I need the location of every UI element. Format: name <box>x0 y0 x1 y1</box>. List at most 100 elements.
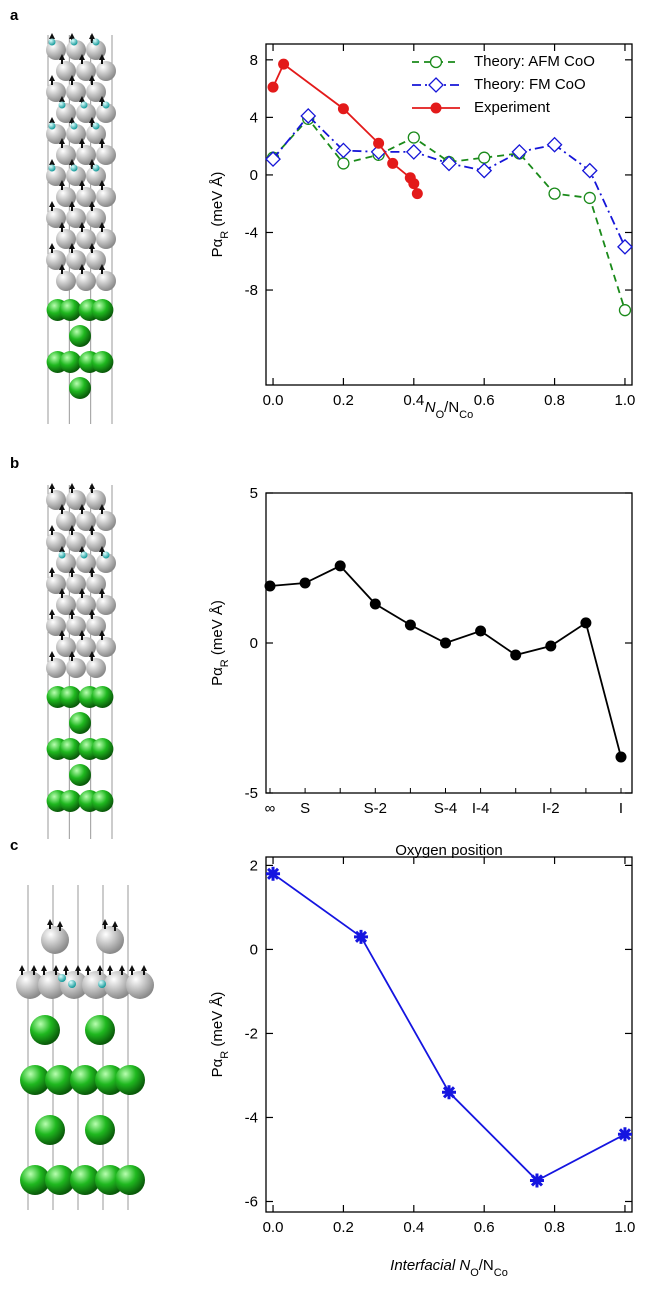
panel-letter: a <box>10 7 19 24</box>
x-tick-label: 0.6 <box>474 1219 495 1236</box>
atom <box>71 123 78 130</box>
data-point <box>300 578 311 589</box>
y-tick-label: -5 <box>245 785 258 802</box>
label-part: R <box>219 231 231 239</box>
series-line <box>273 64 417 193</box>
data-point <box>440 638 451 649</box>
atom <box>59 738 81 760</box>
x-tick-label: S <box>300 800 310 817</box>
x-tick-label: 0.2 <box>333 392 354 409</box>
x-tick-label: 0.8 <box>544 1219 565 1236</box>
legend-label: Experiment <box>474 99 551 116</box>
atom <box>91 351 113 373</box>
x-axis-label: NO/NCo <box>425 399 473 421</box>
atom <box>59 351 81 373</box>
atom <box>56 271 76 291</box>
data-point <box>618 1127 632 1141</box>
atom <box>46 658 66 678</box>
atom <box>59 790 81 812</box>
atom <box>96 145 116 165</box>
atom <box>68 980 76 988</box>
x-tick-label: 0.0 <box>263 1219 284 1236</box>
atom <box>59 299 81 321</box>
legend-label: Theory: FM CoO <box>474 76 586 93</box>
data-point <box>530 1173 544 1187</box>
atom <box>91 790 113 812</box>
label-part: Pα <box>209 667 226 686</box>
atom <box>91 686 113 708</box>
y-tick-label: 0 <box>250 941 258 958</box>
label-part: /N <box>479 1257 494 1274</box>
data-point <box>370 599 381 610</box>
y-tick-label: -6 <box>245 1193 258 1210</box>
y-tick-label: -2 <box>245 1025 258 1042</box>
atom <box>98 980 106 988</box>
atom <box>96 271 116 291</box>
data-point <box>510 650 521 661</box>
data-point <box>408 178 419 189</box>
x-tick-label: I-2 <box>542 800 560 817</box>
legend-label: Theory: AFM CoO <box>474 53 595 70</box>
legend-marker <box>431 57 442 68</box>
x-tick-label: 1.0 <box>615 1219 636 1236</box>
atom <box>103 552 110 559</box>
y-tick-label: -4 <box>245 224 258 241</box>
data-point <box>266 867 280 881</box>
data-point <box>373 138 384 149</box>
x-tick-label: 0.4 <box>403 1219 424 1236</box>
atom <box>91 299 113 321</box>
data-point <box>549 188 560 199</box>
data-point <box>408 132 419 143</box>
atom <box>59 552 66 559</box>
label-part: (meV Å) <box>209 172 226 231</box>
label-part: R <box>219 659 231 667</box>
atom <box>85 1015 115 1045</box>
y-axis-label: PαR (meV Å) <box>209 172 231 258</box>
atom <box>49 123 56 130</box>
atom <box>93 123 100 130</box>
atom <box>126 971 154 999</box>
atom <box>66 658 86 678</box>
data-point <box>268 82 279 93</box>
x-tick-label: ∞ <box>265 800 276 817</box>
label-part: /N <box>444 399 459 416</box>
x-tick-label: S-4 <box>434 800 457 817</box>
x-tick-label: 0.8 <box>544 392 565 409</box>
y-tick-label: 8 <box>250 52 258 69</box>
page: a-8-40480.00.20.40.60.81.0NO/NCoPαR (meV… <box>0 0 649 1291</box>
panel-letter: b <box>10 455 19 472</box>
y-tick-label: -8 <box>245 282 258 299</box>
legend-marker <box>431 103 442 114</box>
atom <box>35 1115 65 1145</box>
data-point <box>616 752 627 763</box>
data-point <box>387 158 398 169</box>
label-part: (meV Å) <box>209 992 226 1051</box>
atom <box>71 39 78 46</box>
y-axis-label: PαR (meV Å) <box>209 600 231 686</box>
series-line <box>273 119 625 310</box>
atom <box>103 102 110 109</box>
label-part: Co <box>459 409 473 421</box>
data-point <box>442 1085 456 1099</box>
atom <box>71 165 78 172</box>
atom <box>58 974 66 982</box>
label-part: R <box>219 1051 231 1059</box>
data-point <box>405 620 416 631</box>
atom <box>93 165 100 172</box>
data-point <box>338 103 349 114</box>
x-tick-label: 0.0 <box>263 392 284 409</box>
panel-letter: c <box>10 837 18 854</box>
x-tick-label: 0.6 <box>474 392 495 409</box>
x-tick-label: S-2 <box>364 800 387 817</box>
label-part: Pα <box>209 238 226 257</box>
atom <box>81 102 88 109</box>
data-point <box>580 617 591 628</box>
plot-frame <box>266 44 632 385</box>
atom <box>86 658 106 678</box>
data-point <box>619 305 630 316</box>
y-axis-label: PαR (meV Å) <box>209 992 231 1078</box>
atom <box>69 325 91 347</box>
y-tick-label: 4 <box>250 109 258 126</box>
label-part: N <box>425 399 436 416</box>
data-point <box>583 164 597 178</box>
